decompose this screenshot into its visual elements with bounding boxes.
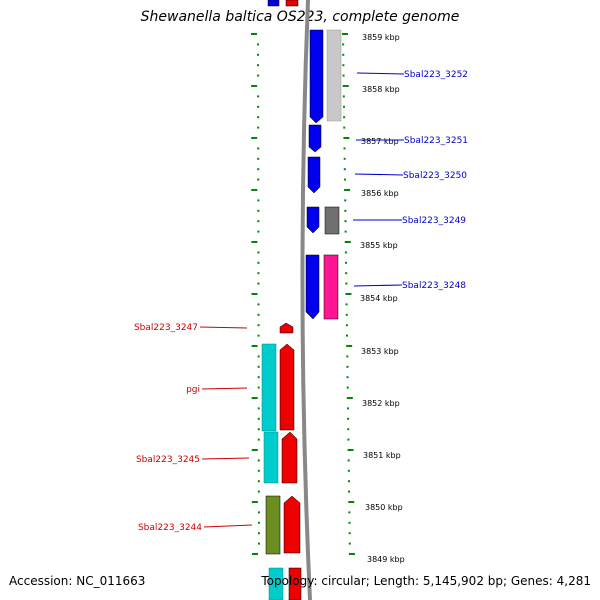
scale-label-3859: 3859 kbp <box>362 33 400 42</box>
gene-top-minus-stub[interactable] <box>285 0 299 7</box>
gene-bottom-cyan-stub[interactable] <box>268 567 284 600</box>
label-line-sbal223-3247 <box>199 326 248 329</box>
gene-top-plus-stub[interactable] <box>267 0 280 7</box>
right-tick-track <box>342 33 355 555</box>
gene-sbal223-3244-olive[interactable] <box>265 495 281 555</box>
scale-label-3857: 3857 kbp <box>361 137 399 146</box>
scale-label-3849: 3849 kbp <box>367 555 405 564</box>
gene-sbal223-3252-silver[interactable] <box>326 29 342 122</box>
gene-sbal223-3248-pink[interactable] <box>323 254 339 320</box>
gene-sbal223-3250[interactable] <box>307 156 321 194</box>
scale-label-3858: 3858 kbp <box>362 85 400 94</box>
gene-pgi-cyan[interactable] <box>261 343 277 432</box>
gene-label-pgi[interactable]: pgi <box>186 385 200 395</box>
label-line-pgi <box>201 387 248 390</box>
label-line-sbal223-3244 <box>203 524 253 528</box>
scale-label-3855: 3855 kbp <box>360 241 398 250</box>
label-line-sbal223-3252 <box>356 72 405 75</box>
gene-label-sbal223-3245[interactable]: Sbal223_3245 <box>136 455 200 465</box>
label-line-sbal223-3245 <box>201 457 250 460</box>
scale-label-3851: 3851 kbp <box>363 451 401 460</box>
scale-label-3852: 3852 kbp <box>362 399 400 408</box>
gene-sbal223-3247[interactable] <box>279 322 294 334</box>
gene-sbal223-3249-plus[interactable] <box>306 206 320 234</box>
gene-sbal223-3244[interactable] <box>283 495 301 554</box>
gene-bottom-minus-stub[interactable] <box>288 567 302 600</box>
gene-pgi[interactable] <box>279 343 295 431</box>
gene-sbal223-3249-gray[interactable] <box>324 206 340 235</box>
left-tick-track <box>251 33 260 555</box>
gene-label-sbal223-3249[interactable]: Sbal223_3249 <box>402 216 466 226</box>
gene-sbal223-3251[interactable] <box>308 124 322 153</box>
label-line-sbal223-3250 <box>354 173 404 176</box>
gene-sbal223-3252-plus[interactable] <box>309 29 324 124</box>
gene-label-sbal223-3248[interactable]: Sbal223_3248 <box>402 281 466 291</box>
scale-label-3856: 3856 kbp <box>361 189 399 198</box>
gene-label-sbal223-3250[interactable]: Sbal223_3250 <box>403 171 467 181</box>
gene-label-sbal223-3244[interactable]: Sbal223_3244 <box>138 523 202 533</box>
gene-label-sbal223-3252[interactable]: Sbal223_3252 <box>404 70 468 80</box>
label-line-sbal223-3248 <box>353 284 403 287</box>
accession-text: Accession: NC_011663 <box>9 574 146 588</box>
gene-label-sbal223-3247[interactable]: Sbal223_3247 <box>134 323 198 333</box>
gene-sbal223-3248-plus[interactable] <box>305 254 320 320</box>
gene-sbal223-3245-cyan[interactable] <box>263 431 279 484</box>
gene-sbal223-3245[interactable] <box>281 431 298 484</box>
scale-label-3850: 3850 kbp <box>365 503 403 512</box>
gene-label-sbal223-3251[interactable]: Sbal223_3251 <box>404 136 468 146</box>
scale-label-3854: 3854 kbp <box>360 294 398 303</box>
genome-backbone <box>300 0 312 600</box>
genome-title: Shewanella baltica OS223, complete genom… <box>140 9 460 25</box>
scale-label-3853: 3853 kbp <box>361 347 399 356</box>
topology-text: Topology: circular; Length: 5,145,902 bp… <box>261 574 591 588</box>
